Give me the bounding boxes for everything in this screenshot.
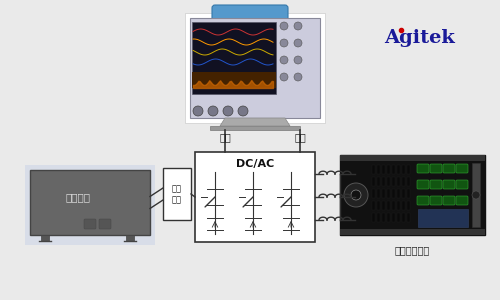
Text: Agitek: Agitek (384, 29, 456, 47)
FancyBboxPatch shape (407, 177, 410, 186)
Circle shape (238, 106, 248, 116)
FancyBboxPatch shape (397, 165, 400, 174)
FancyBboxPatch shape (417, 180, 429, 189)
FancyBboxPatch shape (417, 164, 429, 173)
FancyBboxPatch shape (443, 164, 455, 173)
FancyBboxPatch shape (402, 213, 405, 222)
FancyBboxPatch shape (377, 165, 380, 174)
FancyBboxPatch shape (192, 72, 276, 88)
FancyBboxPatch shape (392, 189, 395, 198)
FancyBboxPatch shape (340, 155, 485, 235)
Text: 电流: 电流 (294, 132, 306, 142)
FancyBboxPatch shape (185, 13, 325, 123)
FancyBboxPatch shape (382, 189, 385, 198)
Circle shape (280, 56, 288, 64)
FancyBboxPatch shape (443, 196, 455, 205)
Circle shape (472, 191, 480, 199)
Text: 直流电源: 直流电源 (66, 193, 90, 202)
FancyBboxPatch shape (126, 235, 134, 241)
FancyBboxPatch shape (402, 177, 405, 186)
FancyBboxPatch shape (407, 165, 410, 174)
FancyBboxPatch shape (372, 177, 375, 186)
FancyBboxPatch shape (392, 177, 395, 186)
FancyBboxPatch shape (472, 163, 480, 227)
FancyBboxPatch shape (192, 22, 276, 94)
FancyBboxPatch shape (407, 189, 410, 198)
FancyBboxPatch shape (99, 219, 111, 229)
Circle shape (193, 106, 203, 116)
Circle shape (294, 73, 302, 81)
Polygon shape (220, 118, 290, 126)
Circle shape (344, 183, 368, 207)
FancyBboxPatch shape (407, 201, 410, 210)
FancyBboxPatch shape (372, 189, 375, 198)
FancyBboxPatch shape (392, 213, 395, 222)
FancyBboxPatch shape (190, 18, 320, 118)
FancyBboxPatch shape (377, 201, 380, 210)
FancyBboxPatch shape (392, 201, 395, 210)
Circle shape (294, 22, 302, 30)
FancyBboxPatch shape (382, 165, 385, 174)
FancyBboxPatch shape (418, 209, 468, 227)
FancyBboxPatch shape (397, 201, 400, 210)
Circle shape (280, 39, 288, 47)
Text: 直流
电机: 直流 电机 (172, 184, 182, 204)
Circle shape (280, 73, 288, 81)
FancyBboxPatch shape (195, 152, 315, 242)
FancyBboxPatch shape (372, 201, 375, 210)
FancyBboxPatch shape (387, 177, 390, 186)
FancyBboxPatch shape (402, 201, 405, 210)
FancyBboxPatch shape (402, 189, 405, 198)
FancyBboxPatch shape (387, 189, 390, 198)
FancyBboxPatch shape (430, 196, 442, 205)
FancyBboxPatch shape (210, 126, 300, 130)
FancyBboxPatch shape (430, 164, 442, 173)
FancyBboxPatch shape (397, 177, 400, 186)
FancyBboxPatch shape (41, 235, 49, 241)
FancyBboxPatch shape (417, 196, 429, 205)
FancyBboxPatch shape (443, 180, 455, 189)
FancyBboxPatch shape (392, 165, 395, 174)
FancyBboxPatch shape (163, 168, 191, 220)
Circle shape (294, 39, 302, 47)
FancyBboxPatch shape (377, 189, 380, 198)
Circle shape (223, 106, 233, 116)
FancyBboxPatch shape (340, 155, 485, 161)
Circle shape (208, 106, 218, 116)
Circle shape (294, 56, 302, 64)
FancyBboxPatch shape (84, 219, 96, 229)
Text: DC/AC: DC/AC (236, 159, 274, 169)
Text: 电压: 电压 (219, 132, 231, 142)
FancyBboxPatch shape (407, 213, 410, 222)
FancyBboxPatch shape (340, 229, 485, 235)
FancyBboxPatch shape (377, 213, 380, 222)
FancyBboxPatch shape (30, 170, 150, 235)
FancyBboxPatch shape (387, 213, 390, 222)
FancyBboxPatch shape (397, 213, 400, 222)
FancyBboxPatch shape (397, 189, 400, 198)
FancyBboxPatch shape (372, 165, 375, 174)
FancyBboxPatch shape (25, 165, 155, 245)
Text: 交流电子负载: 交流电子负载 (395, 245, 430, 255)
FancyBboxPatch shape (456, 164, 468, 173)
FancyBboxPatch shape (377, 177, 380, 186)
FancyBboxPatch shape (456, 180, 468, 189)
FancyBboxPatch shape (372, 213, 375, 222)
Circle shape (280, 22, 288, 30)
FancyBboxPatch shape (387, 165, 390, 174)
FancyBboxPatch shape (456, 196, 468, 205)
FancyBboxPatch shape (382, 177, 385, 186)
FancyBboxPatch shape (382, 213, 385, 222)
FancyBboxPatch shape (212, 5, 288, 25)
FancyBboxPatch shape (387, 201, 390, 210)
FancyBboxPatch shape (382, 201, 385, 210)
FancyBboxPatch shape (430, 180, 442, 189)
Circle shape (351, 190, 361, 200)
FancyBboxPatch shape (402, 165, 405, 174)
